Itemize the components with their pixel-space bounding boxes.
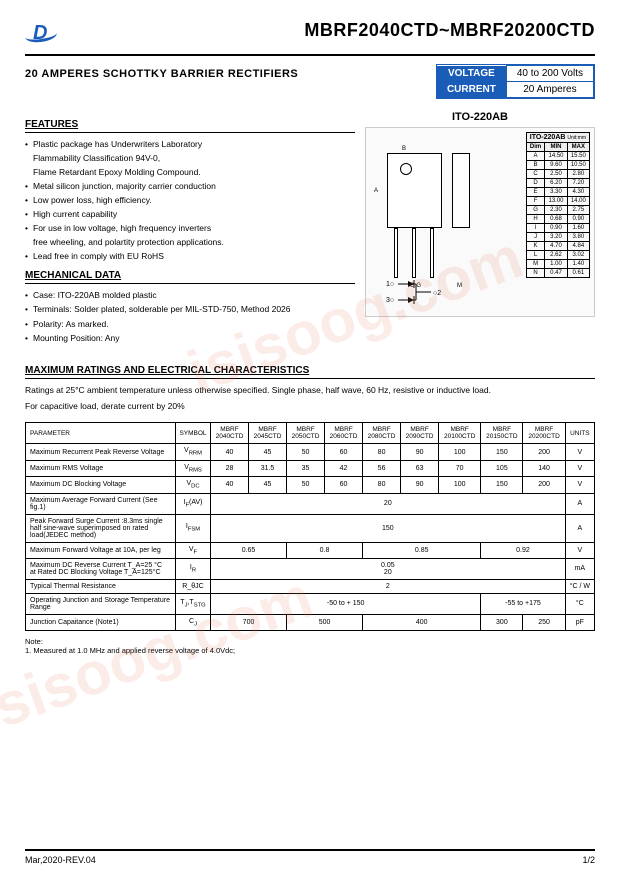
- spec-val-current: 20 Amperes: [506, 82, 593, 98]
- dimension-table: ITO-220AB Unit:mmDimMINMAXA14.5015.50B9.…: [526, 132, 590, 278]
- header: D MBRF2040CTD~MBRF20200CTD: [25, 20, 595, 56]
- mechanical-item: Terminals: Solder plated, solderable per…: [25, 304, 355, 315]
- main-title: 20 AMPERES SCHOTTKY BARRIER RECTIFIERS: [25, 64, 298, 80]
- note: Note: 1. Measured at 1.0 MHz and applied…: [25, 637, 595, 655]
- svg-text:○2: ○2: [433, 290, 441, 297]
- feature-item: free wheeling, and polartity protection …: [25, 237, 355, 248]
- footer-page: 1/2: [582, 855, 595, 865]
- feature-item: Metal silicon junction, majority carrier…: [25, 181, 355, 192]
- package-diagram: B A G G M ITO-220AB Unit:mmDimMINMAXA14.…: [365, 127, 595, 317]
- diode-symbol: 1○ 3○ ○2: [386, 278, 446, 308]
- ratings-head: MAXIMUM RATINGS AND ELECTRICAL CHARACTER…: [25, 365, 595, 379]
- svg-text:1○: 1○: [386, 281, 394, 288]
- mechanical-item: Polarity: As marked.: [25, 319, 355, 330]
- footer-date: Mar,2020-REV.04: [25, 855, 96, 865]
- part-number: MBRF2040CTD~MBRF20200CTD: [304, 20, 595, 41]
- feature-item: Low power loss, high efficiency.: [25, 195, 355, 206]
- feature-item: Flame Retardant Epoxy Molding Compound.: [25, 167, 355, 178]
- feature-item: Flammability Classification 94V-0,: [25, 153, 355, 164]
- spec-val-voltage: 40 to 200 Volts: [506, 66, 593, 82]
- spec-box: VOLTAGE 40 to 200 Volts CURRENT 20 Amper…: [436, 64, 595, 99]
- footer: Mar,2020-REV.04 1/2: [25, 849, 595, 865]
- spec-label-voltage: VOLTAGE: [437, 66, 506, 82]
- feature-item: For use in low voltage, high frequency i…: [25, 223, 355, 234]
- svg-text:3○: 3○: [386, 297, 394, 304]
- mechanical-item: Mounting Position: Any: [25, 333, 355, 344]
- feature-item: Plastic package has Underwriters Laborat…: [25, 139, 355, 150]
- note-text: 1. Measured at 1.0 MHz and applied rever…: [25, 646, 595, 655]
- ratings-text2: For capacitive load, derate current by 2…: [25, 401, 595, 413]
- spec-label-current: CURRENT: [437, 82, 506, 98]
- feature-item: High current capability: [25, 209, 355, 220]
- package-label: ITO-220AB: [365, 111, 595, 123]
- right-column: ITO-220AB B A G G M ITO-220AB Unit:mmDim…: [365, 111, 595, 347]
- title-row: 20 AMPERES SCHOTTKY BARRIER RECTIFIERS V…: [25, 64, 595, 99]
- features-head: FEATURES: [25, 119, 355, 133]
- left-column: FEATURES Plastic package has Underwriter…: [25, 111, 355, 347]
- features-list: Plastic package has Underwriters Laborat…: [25, 139, 355, 262]
- page: D MBRF2040CTD~MBRF20200CTD 20 AMPERES SC…: [0, 0, 620, 675]
- mechanical-head: MECHANICAL DATA: [25, 270, 355, 284]
- characteristics-table: PARAMETERSYMBOLMBRF2040CTDMBRF2045CTDMBR…: [25, 422, 595, 631]
- mechanical-item: Case: ITO-220AB molded plastic: [25, 290, 355, 301]
- ratings-text1: Ratings at 25°C ambient temperature unle…: [25, 385, 595, 397]
- note-head: Note:: [25, 637, 595, 646]
- logo: D: [25, 20, 60, 50]
- mechanical-list: Case: ITO-220AB molded plastic Terminals…: [25, 290, 355, 343]
- content-row: FEATURES Plastic package has Underwriter…: [25, 111, 595, 347]
- feature-item: Lead free in comply with EU RoHS: [25, 251, 355, 262]
